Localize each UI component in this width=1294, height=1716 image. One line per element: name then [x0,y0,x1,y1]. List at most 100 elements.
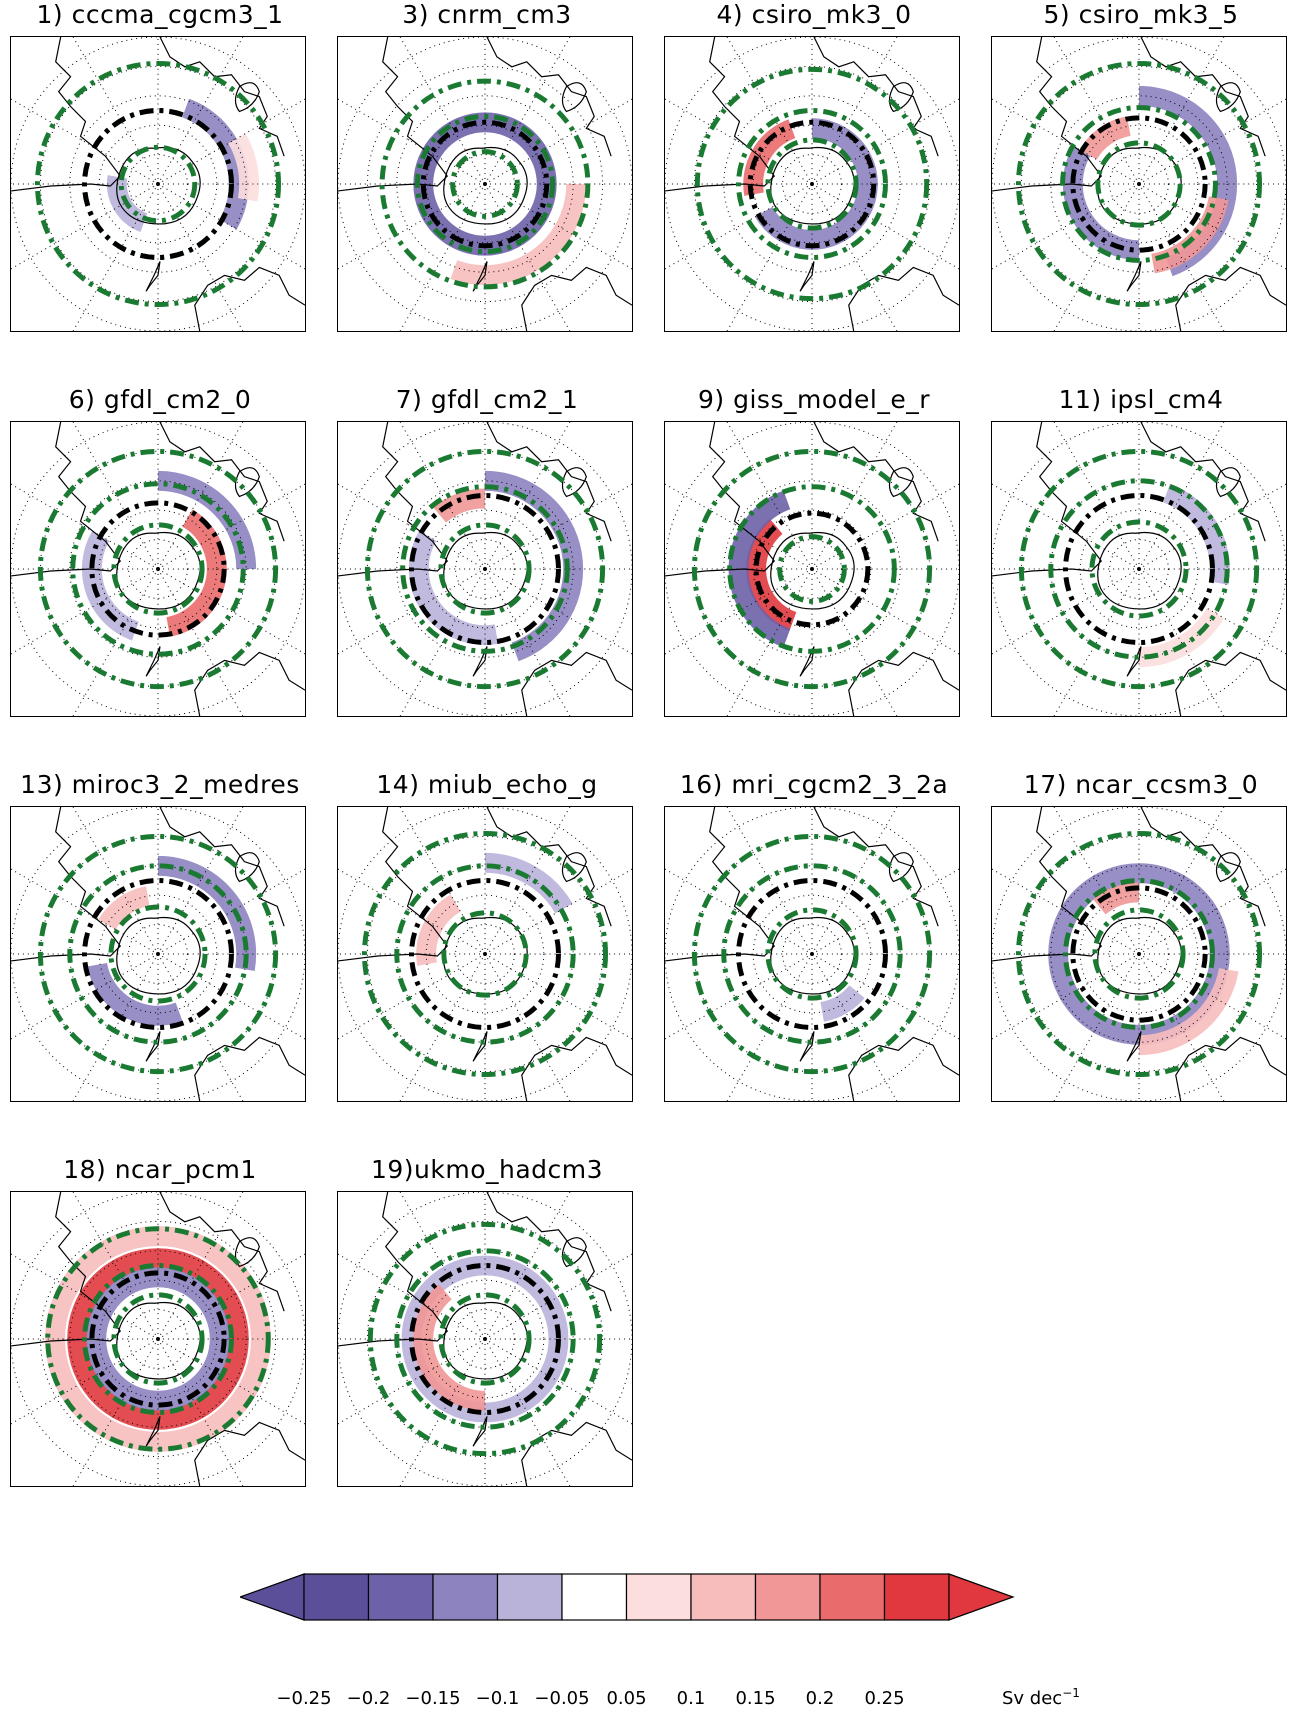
coastline [561,852,587,883]
meridian-line [726,807,813,955]
latitude-circle [98,509,218,629]
map-panel: 16) mri_cgcm2_3_2a [664,770,960,1106]
coastline [11,807,122,962]
polar-map [10,806,306,1102]
coastline [561,467,587,498]
map-panel: 6) gfdl_cm2_0 [10,385,306,721]
meridian-line [484,37,571,185]
trend-shading [450,183,587,286]
meridian-line [157,807,244,955]
latitude-circle [1079,124,1199,244]
green-contour [736,108,888,260]
colorbar-tick-label: 0.15 [735,1688,776,1709]
coastline [194,1421,305,1486]
black-contour [420,119,550,249]
south-pole-marker [1137,567,1141,571]
green-contour [1015,830,1263,1078]
meridian-line [399,422,486,570]
panel-title: 11) ipsl_cm4 [1058,385,1224,414]
coastline [194,651,305,716]
green-contour [438,1292,532,1386]
meridian-line [811,953,898,1101]
latitude-circle [782,539,842,599]
coastline [848,266,959,331]
meridian-line [72,1192,159,1340]
green-contour [118,144,198,224]
colorbar-swatch [303,1573,370,1621]
coastline [159,37,285,157]
colorbar-tick-label: 0.1 [676,1688,706,1709]
panel-title: 1) cccma_cgcm3_1 [36,0,284,29]
latitude-circle [693,65,931,303]
panel-title: 14) miub_echo_g [376,770,598,799]
meridian-line [157,1338,244,1486]
coastline [145,646,161,677]
green-contour [108,904,208,1004]
panel-title: 7) gfdl_cm2_1 [395,385,579,414]
map-panel: 9) giss_model_e_r [664,385,960,721]
map-panel: 11) ipsl_cm4 [991,385,1287,721]
latitude-circle [455,154,515,214]
latitude-circle [1109,924,1169,984]
meridian-line [399,1192,486,1340]
green-contour [765,137,859,231]
colorbar-swatch [432,1573,499,1621]
green-contour [691,833,933,1075]
meridian-line [1138,183,1286,270]
latitude-circle [366,1220,604,1458]
map-panel: 14) miub_echo_g [337,770,633,1106]
green-contour [379,78,591,290]
latitude-circle [1050,865,1228,1043]
coastline [561,82,587,113]
trend-shading [755,118,878,250]
coastline [486,422,612,542]
coastline [1215,82,1241,113]
coastline [888,82,914,113]
green-contour [111,1292,205,1386]
colorbar-swatch [690,1573,757,1621]
panel-title: 13) miroc3_2_medres [20,770,300,799]
coastline [338,807,449,962]
coastline [486,807,612,927]
trend-shading [484,470,584,662]
meridian-line [1138,568,1286,655]
trend-shading [1092,882,1140,915]
meridian-line [157,568,305,655]
latitude-circle [98,894,218,1014]
trend-shading [45,1226,271,1452]
meridian-line [811,807,898,955]
panel-title: 6) gfdl_cm2_0 [68,385,252,414]
panel-title: 4) csiro_mk3_0 [716,0,912,29]
black-contour [89,500,227,638]
meridian-line [992,183,1140,270]
units-exponent: −1 [1062,1686,1080,1700]
meridian-line [157,953,244,1101]
trend-shading [1138,967,1239,1056]
colorbar-tick-label: −0.25 [276,1688,332,1709]
latitude-circle [1079,894,1199,1014]
coastline [521,1036,632,1101]
polar-map [337,806,633,1102]
coastline [234,82,260,113]
south-pole-marker [156,1337,160,1341]
coastline [992,422,1103,577]
meridian-line [665,568,813,655]
latitude-circle [128,1309,188,1369]
coastline [234,852,260,883]
meridian-line [1138,422,1225,570]
latitude-circle [782,924,842,984]
meridian-line [72,422,159,570]
south-pole-marker [810,567,814,571]
coastline [665,422,776,577]
map-panel: 5) csiro_mk3_5 [991,0,1287,336]
latitude-circle [128,539,188,599]
coastline [1215,467,1241,498]
meridian-line [992,483,1140,570]
colorbar-swatch [754,1573,821,1621]
colorbar-tick-label: 0.2 [805,1688,835,1709]
green-contour [67,863,249,1045]
coastline [472,1416,488,1447]
coastline [813,37,939,157]
meridian-line [1138,868,1286,955]
meridian-line [72,953,159,1101]
